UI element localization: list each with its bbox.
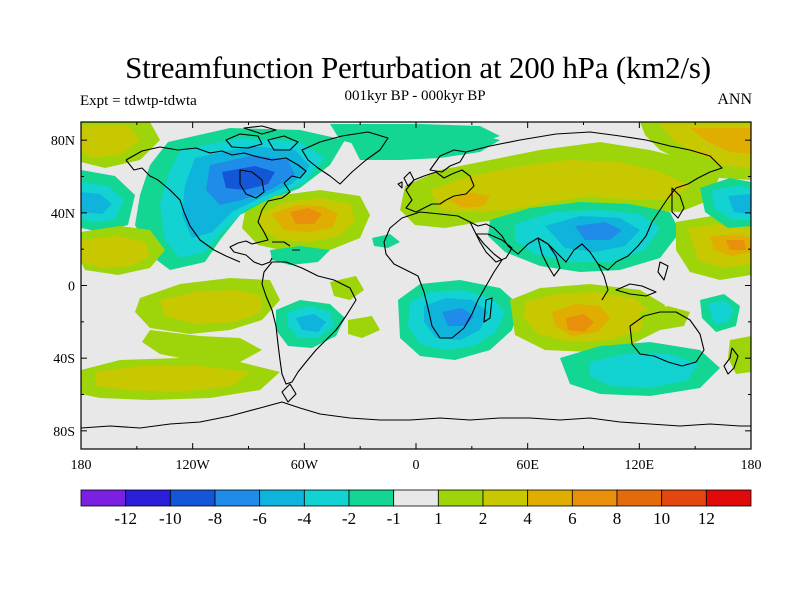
x-tick-label: 120E [625, 458, 655, 473]
contour-eurasia-p2 [430, 160, 690, 212]
colorbar-box [482, 489, 529, 507]
colorbar-box [705, 489, 752, 507]
coastline-british-isles [397, 171, 415, 189]
contour-pac-left-p2 [81, 125, 140, 158]
coastline-australia [629, 311, 705, 367]
contour-wpac-p6 [726, 240, 746, 250]
colorbar-label: -8 [208, 509, 222, 528]
coastline-japan [671, 187, 685, 219]
colorbar-box [527, 489, 573, 507]
contour-au-p1 [640, 306, 690, 330]
contour-safrica-neg6 [442, 308, 474, 326]
x-tick-label: 180 [741, 458, 762, 473]
colorbar: -12 -10 -8 -6 -4 -2 -1 1 2 4 6 8 10 12 [80, 489, 752, 528]
coastline-asia [465, 131, 723, 271]
coastline-layer [81, 125, 751, 429]
contour-satl-p1-b [348, 316, 380, 338]
coastline-se-asia [597, 261, 669, 301]
contour-carib-neg1 [270, 246, 330, 265]
contour-indian-p6 [566, 314, 594, 332]
coastline-africa [383, 211, 503, 339]
colorbar-box [303, 489, 350, 507]
contour-rightedge-neg4 [728, 194, 751, 214]
coastline-arabia [475, 233, 513, 263]
contour-nepac-neg4 [81, 192, 112, 214]
y-tick-label: 0 [68, 280, 75, 295]
contour-sohigh-p2 [95, 366, 250, 392]
coastline-north-america [125, 146, 307, 266]
colorbar-label: 12 [698, 509, 715, 528]
colorbar-box [80, 489, 127, 507]
y-tick-label: 40S [53, 352, 75, 367]
coastline-india [537, 237, 561, 277]
experiment-label: Expt = tdwtp-tdwta [80, 93, 197, 109]
plot-subtitle: 001kyr BP - 000kyr BP [344, 88, 486, 104]
contour-chile-neg4 [296, 314, 326, 332]
colorbar-label: 1 [434, 509, 443, 528]
contour-spac-p2 [160, 290, 262, 324]
colorbar-label: 4 [523, 509, 532, 528]
x-tick-label: 60E [516, 458, 539, 473]
contour-tibet-neg6 [575, 222, 622, 240]
colorbar-box [437, 489, 484, 507]
x-axis-ticks: 180 120W 60W 0 60E 120E 180 [71, 122, 762, 473]
coastline-greenland [301, 131, 389, 185]
colorbar-label: -4 [297, 509, 312, 528]
contour-fill-layer [81, 122, 751, 400]
contour-tasman-neg2 [708, 300, 734, 324]
contour-namerica-neg8 [222, 166, 275, 190]
colorbar-box [616, 489, 663, 507]
contour-spac-p1-b [142, 330, 262, 362]
colorbar-box [259, 489, 305, 507]
colorbar-box [393, 489, 439, 507]
y-tick-label: 40N [51, 207, 75, 222]
contour-natlantic-p6 [290, 208, 322, 224]
colorbar-box [169, 489, 216, 507]
colorbar-box [214, 489, 261, 507]
y-tick-label: 80S [53, 425, 75, 440]
coastline-south-america [261, 261, 357, 385]
colorbar-box [571, 489, 618, 507]
plot-title: Streamfunction Perturbation at 200 hPa (… [125, 50, 711, 85]
x-tick-label: 0 [413, 458, 420, 473]
contour-nwpac-top-p4 [690, 128, 751, 154]
coastline-antarctica [81, 401, 751, 429]
colorbar-label: -2 [342, 509, 356, 528]
contour-euro-p4 [450, 192, 490, 208]
coastline-caribbean [272, 241, 300, 251]
colorbar-label: -1 [387, 509, 401, 528]
coastline-hudson-bay [239, 169, 265, 199]
colorbar-label: 2 [479, 509, 488, 528]
coastline-madagascar [483, 297, 493, 323]
y-axis-ticks: 80N 40N 0 40S 80S [51, 134, 751, 440]
contour-nz-p1 [728, 336, 751, 374]
colorbar-label: 8 [613, 509, 622, 528]
contour-pac-mid-p2 [81, 236, 150, 268]
coastline-scandinavia [429, 149, 467, 173]
colorbar-label: 10 [653, 509, 670, 528]
colorbar-box [125, 489, 171, 507]
colorbar-box [661, 489, 707, 507]
colorbar-label: -10 [159, 509, 182, 528]
x-tick-label: 60W [291, 458, 319, 473]
coastline-new-zealand [723, 347, 739, 375]
y-tick-label: 80N [51, 134, 75, 149]
colorbar-label: -12 [114, 509, 137, 528]
x-tick-label: 120W [176, 458, 211, 473]
coastline-canadian-archipelago [225, 125, 299, 151]
coastline-antarctic-peninsula [281, 383, 297, 403]
season-label: ANN [717, 91, 752, 108]
contour-atl-neg1-a [372, 234, 400, 248]
coastline-north-america-west [125, 159, 241, 263]
x-tick-label: 180 [71, 458, 92, 473]
colorbar-box [348, 489, 395, 507]
colorbar-label: -6 [253, 509, 267, 528]
colorbar-label: 6 [568, 509, 577, 528]
contour-arctic-neg1 [330, 124, 500, 150]
